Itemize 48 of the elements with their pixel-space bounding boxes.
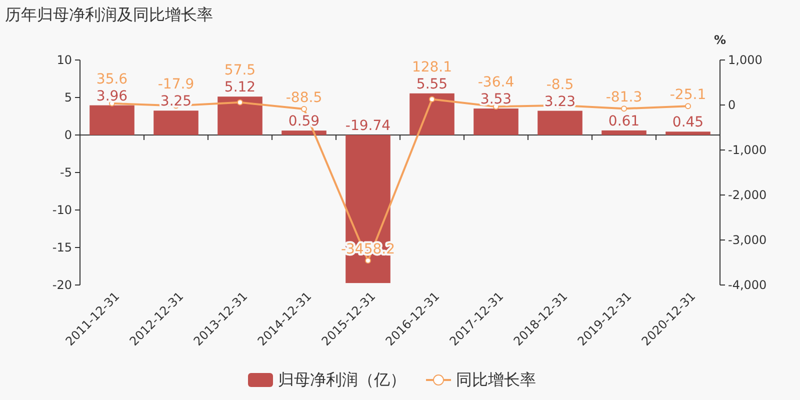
data-label: 0.45 xyxy=(672,114,704,131)
point xyxy=(429,96,435,102)
data-label: -36.4 xyxy=(478,74,514,91)
y-tick-label: 0 xyxy=(64,128,72,142)
data-label: -25.1 xyxy=(670,87,706,104)
data-label: 3.96 xyxy=(96,88,128,104)
data-label: -19.74 xyxy=(345,118,391,134)
point xyxy=(621,106,627,112)
bar xyxy=(474,108,518,135)
y2-axis-title: % xyxy=(714,33,726,47)
data-label: 5.12 xyxy=(224,80,256,96)
y-tick-label: -5 xyxy=(60,166,72,180)
bar xyxy=(410,93,454,135)
data-label: -17.9 xyxy=(158,76,194,93)
y-tick-label: -15 xyxy=(52,240,72,254)
bar xyxy=(282,130,326,135)
data-label: 128.1 xyxy=(412,59,452,76)
data-label: 0.61 xyxy=(608,113,640,130)
data-label: -81.3 xyxy=(606,90,642,106)
point xyxy=(685,103,691,110)
data-label: -88.5 xyxy=(286,90,322,106)
bar xyxy=(90,105,134,135)
y2-tick-label: 0 xyxy=(728,98,736,112)
point xyxy=(301,106,307,112)
y-tick-label: 5 xyxy=(64,90,72,104)
data-label: 35.6 xyxy=(96,71,128,88)
legend-label: 同比增长率 xyxy=(456,370,536,389)
y2-tick-label: 1,000 xyxy=(728,53,762,67)
bar xyxy=(218,96,262,135)
bar xyxy=(154,110,198,135)
bar xyxy=(538,110,582,135)
bar xyxy=(602,130,646,135)
data-label: 3.53 xyxy=(480,92,512,108)
data-label: -8.5 xyxy=(546,76,574,93)
point xyxy=(237,99,243,106)
point xyxy=(365,258,371,264)
legend-label: 归母净利润（亿） xyxy=(278,370,406,389)
y2-tick-label: -4,000 xyxy=(728,278,767,292)
y-tick-label: -20 xyxy=(52,278,72,292)
chart-title: 历年归母净利润及同比增长率 xyxy=(5,5,213,24)
y2-tick-label: -1,000 xyxy=(728,143,767,157)
y-tick-label: -10 xyxy=(52,203,72,217)
y-tick-label: 10 xyxy=(56,53,72,67)
y2-tick-label: -2,000 xyxy=(728,188,767,202)
bar xyxy=(666,132,710,135)
data-label: 5.55 xyxy=(416,76,448,92)
y2-tick-label: -3,000 xyxy=(728,233,767,247)
data-label: 57.5 xyxy=(224,62,256,79)
